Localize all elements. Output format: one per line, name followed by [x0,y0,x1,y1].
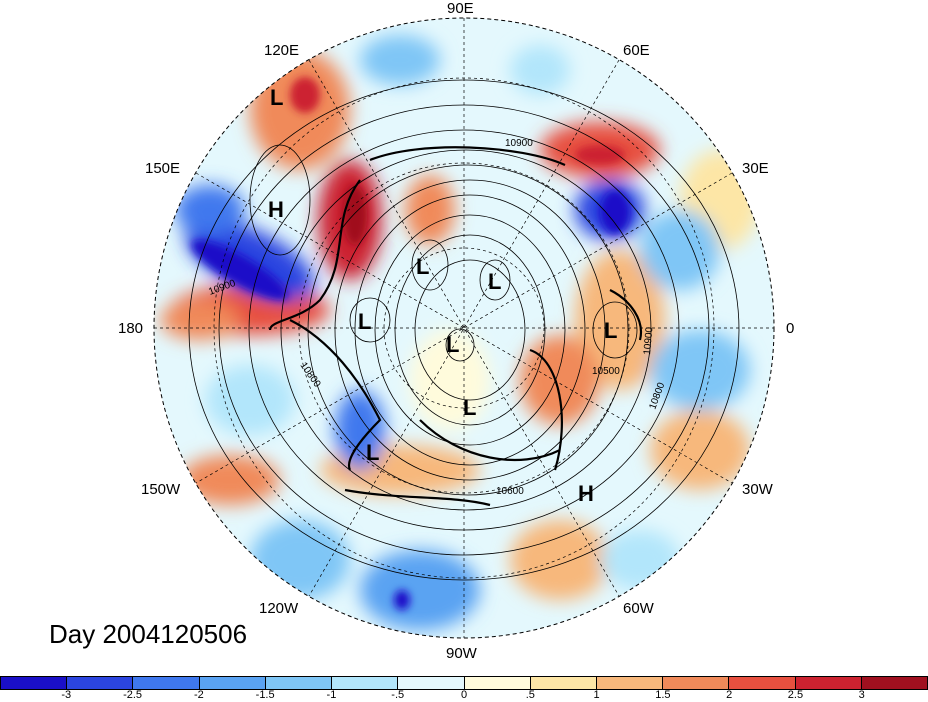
day-title: Day 2004120506 [49,619,248,649]
colorbar-segment [530,677,597,689]
colorbar-tick-label: -3 [61,689,72,701]
colorbar-tick-label: 0 [460,689,468,701]
lon-label-150w: 150W [141,481,181,498]
low-marker: L [366,440,379,465]
colorbar-tick-label: 3 [858,689,865,701]
colorbar-tick-label: -1.5 [255,689,275,701]
colorbar-tick-label: 1.5 [655,689,671,701]
jet-stream [268,146,643,507]
colorbar-segment [67,677,134,689]
contour-label: 10600 [496,486,524,497]
graticule [154,18,774,638]
colorbar-segment [729,677,796,689]
lon-label-150e: 150E [145,160,181,177]
low-marker: L [463,395,476,420]
lon-label-30w: 30W [742,481,773,498]
lon-label-60w: 60W [623,600,654,617]
colorbar-tick-label: 2 [726,689,733,701]
colorbar-tick-label: .5 [525,689,535,701]
colorbar-segment [133,677,200,689]
colorbar-segment [663,677,730,689]
colorbar-segment [464,677,531,689]
colorbar-tick-label: -2 [193,689,204,701]
low-marker: L [604,318,617,343]
low-marker: L [416,254,429,279]
colorbar-segment [795,677,862,689]
low-marker: L [446,332,459,357]
lon-label-180: 180 [118,320,144,337]
high-marker: H [578,481,594,506]
colorbar-tick-label: -1 [326,689,337,701]
colorbar-segment [1,677,68,689]
colorbar-segment [265,677,333,689]
lon-label-120w: 120W [259,600,299,617]
low-marker: L [270,85,283,110]
colorbar-tick-label: 2.5 [787,689,804,701]
lon-label-30e: 30E [742,160,769,177]
contour-label: 10900 [505,138,533,149]
lon-label-90e: 90E [447,0,474,17]
colorbar-segment [398,677,465,689]
contour-label: 10900 [642,326,655,355]
high-marker: H [268,197,284,222]
lon-label-60e: 60E [623,42,650,59]
low-marker: L [488,269,501,294]
colorbar-tick-label: -2.5 [123,689,143,701]
colorbar [0,676,928,690]
lon-label-90w: 90W [446,645,477,662]
colorbar-tick-label: 1 [593,689,600,701]
anomaly-field [154,18,774,638]
map-boundary [153,17,775,639]
lon-label-120e: 120E [264,42,300,59]
colorbar-segment [861,677,928,689]
low-marker: L [358,309,371,334]
contour-label: 10500 [592,366,620,377]
colorbar-segment [199,677,266,689]
colorbar-segment [596,677,664,689]
pressure-system-labels: L H L L L L L L L L H [268,85,617,506]
colorbar-segment [332,677,399,689]
colorbar-tick-label: -.5 [391,689,405,701]
lon-label-0: 0 [786,320,795,337]
